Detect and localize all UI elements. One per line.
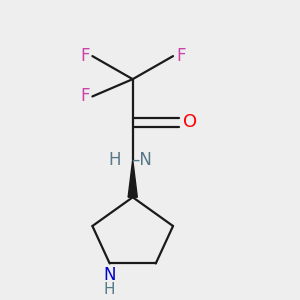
Text: F: F <box>80 47 89 65</box>
Text: N: N <box>103 266 116 284</box>
Text: O: O <box>182 113 197 131</box>
Text: H: H <box>104 282 116 297</box>
Polygon shape <box>128 160 137 197</box>
Text: F: F <box>176 47 185 65</box>
Text: –N: –N <box>131 151 152 169</box>
Text: F: F <box>80 87 89 105</box>
Text: H: H <box>109 151 121 169</box>
